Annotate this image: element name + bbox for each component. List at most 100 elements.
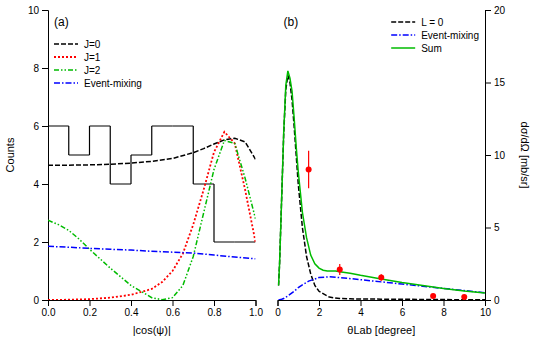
- x-tick-label: 1.0: [249, 307, 263, 318]
- x-tick-mark: [90, 300, 91, 306]
- legend-label: Sum: [421, 43, 442, 54]
- legend-item: J=2: [54, 65, 101, 76]
- y-tick: 5: [485, 222, 500, 233]
- x-tick-label: 10: [480, 307, 492, 318]
- panel: 024681005101520θLab [degree]dσ/dΩ [mb/sr…: [275, 5, 531, 336]
- x-tick: 0: [275, 300, 281, 318]
- y-tick-label: 0: [33, 295, 39, 306]
- y-tick-mark: [485, 300, 491, 301]
- y-tick: 0: [485, 295, 500, 306]
- y-axis-line: [486, 11, 492, 301]
- y-tick-label: 5: [494, 222, 500, 233]
- x-tick: 2: [317, 300, 323, 318]
- legend-item: Event-mixing: [391, 30, 479, 41]
- legend-swatch: [391, 34, 415, 36]
- line-series: [48, 132, 256, 300]
- line-series: [48, 138, 256, 165]
- x-tick-mark: [173, 300, 174, 306]
- x-tick-label: 4: [358, 307, 364, 318]
- y-tick-label: 15: [494, 77, 506, 88]
- x-tick-mark: [402, 300, 403, 306]
- y-axis-line: [42, 11, 49, 301]
- x-tick-label: 2: [317, 307, 323, 318]
- data-point: [337, 267, 343, 273]
- data-point: [461, 294, 467, 300]
- line-series: [279, 71, 485, 293]
- legend-label: Event-mixing: [84, 78, 142, 89]
- plot-area: [279, 71, 485, 300]
- histogram-riser: [130, 155, 131, 184]
- histogram-step: [152, 125, 173, 126]
- x-tick-label: 0: [275, 307, 281, 318]
- legend-label: J=2: [84, 65, 101, 76]
- panel: 0.00.20.40.60.81.00246810|cos(ψ)|Counts(…: [4, 5, 263, 336]
- histogram-riser: [193, 126, 194, 184]
- y-tick-mark: [42, 10, 48, 11]
- y-axis-title: Counts: [4, 137, 16, 172]
- x-tick-mark: [444, 300, 445, 306]
- legend: L = 0Event-mixingSum: [391, 17, 479, 54]
- x-tick-label: 0.0: [42, 307, 56, 318]
- line-series: [48, 246, 256, 258]
- panel-label: (b): [284, 15, 299, 29]
- x-tick-mark: [214, 300, 215, 306]
- y-axis-title: dσ/dΩ [mb/sr]: [519, 122, 531, 189]
- y-tick: 4: [33, 179, 48, 190]
- legend-swatch: [54, 82, 78, 84]
- y-tick-mark: [485, 228, 491, 229]
- legend-item: Sum: [391, 43, 442, 54]
- x-axis-line: [278, 301, 486, 307]
- histogram-riser: [110, 126, 111, 184]
- y-tick-label: 0: [494, 295, 500, 306]
- legend-label: Event-mixing: [421, 30, 479, 41]
- x-tick-mark: [361, 300, 362, 306]
- x-axis-title: |cos(ψ)|: [133, 324, 171, 336]
- data-point: [430, 293, 436, 299]
- y-tick-label: 4: [33, 179, 39, 190]
- y-tick: 8: [33, 63, 48, 74]
- histogram-step: [173, 125, 194, 126]
- scatter-series: [306, 151, 468, 300]
- x-tick-mark: [256, 300, 257, 306]
- data-point: [306, 167, 312, 173]
- x-axis-title: θLab [degree]: [347, 324, 415, 336]
- legend-swatch: [391, 47, 415, 49]
- y-tick-mark: [42, 184, 48, 185]
- x-tick-mark: [319, 300, 320, 306]
- x-tick: 0.0: [42, 300, 56, 318]
- legend-item: J=0: [54, 39, 101, 50]
- x-tick-label: 8: [441, 307, 447, 318]
- legend: J=0J=1J=2Event-mixing: [54, 39, 142, 89]
- y-axis: 0 5 10 15 20: [485, 5, 506, 306]
- y-tick-mark: [485, 155, 491, 156]
- x-axis-line: [49, 301, 257, 307]
- x-tick: 10: [480, 300, 492, 318]
- histogram-step: [110, 183, 131, 184]
- y-tick-mark: [42, 300, 48, 301]
- x-tick: 0.6: [166, 300, 180, 318]
- legend-swatch: [54, 43, 78, 45]
- y-tick-mark: [485, 83, 491, 84]
- x-tick: 1.0: [249, 300, 263, 318]
- y-tick: 10: [28, 5, 48, 16]
- histogram-riser: [213, 184, 214, 242]
- y-tick: 6: [33, 121, 48, 132]
- histogram-riser: [151, 126, 152, 155]
- histogram-step: [214, 241, 235, 242]
- y-tick-mark: [42, 126, 48, 127]
- y-tick-label: 20: [494, 5, 506, 16]
- line-series: [279, 75, 485, 300]
- x-axis: 0 2 4 6 8 10: [275, 300, 491, 318]
- legend-swatch: [54, 69, 78, 71]
- histogram-step: [48, 125, 69, 126]
- y-tick-label: 10: [28, 5, 40, 16]
- x-tick: 8: [441, 300, 447, 318]
- legend-swatch: [391, 21, 415, 23]
- y-tick-label: 10: [494, 150, 506, 161]
- y-tick: 10: [485, 150, 506, 161]
- y-tick-mark: [42, 68, 48, 69]
- y-tick-label: 2: [33, 237, 39, 248]
- histogram-step: [131, 154, 152, 155]
- panel-label: (a): [54, 15, 69, 29]
- x-tick: 6: [400, 300, 406, 318]
